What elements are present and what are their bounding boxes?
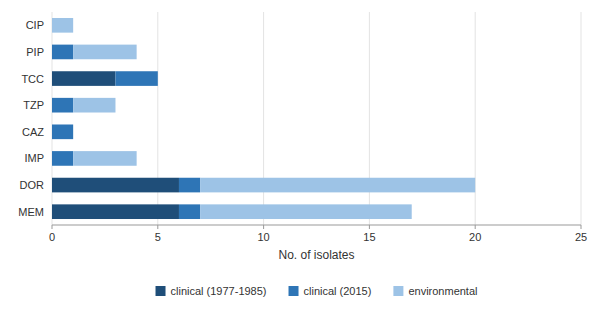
x-tick xyxy=(475,225,476,229)
y-tick-label: MEM xyxy=(18,206,44,218)
chart-svg: 0 5 10 15 20 25 No. of isolates MEM DOR IMP CAZ TZP… xyxy=(0,0,599,311)
grid-line xyxy=(157,12,158,225)
grid-line xyxy=(369,12,370,225)
x-axis: 0 5 10 15 20 25 xyxy=(49,225,587,243)
x-tick-label: 20 xyxy=(469,231,481,243)
x-tick-label: 5 xyxy=(155,231,161,243)
bar-segment xyxy=(52,45,73,60)
legend-label: clinical (2015) xyxy=(304,285,372,297)
x-tick-label: 25 xyxy=(575,231,587,243)
x-axis-line xyxy=(52,225,581,226)
y-tick-label: CAZ xyxy=(22,126,44,138)
bar-segment xyxy=(52,204,179,219)
y-tick-label: PIP xyxy=(26,46,44,58)
y-tick-label: DOR xyxy=(20,179,45,191)
x-tick xyxy=(369,225,370,229)
bar-segment xyxy=(157,71,158,86)
bar-segment xyxy=(52,178,179,193)
x-tick-label: 15 xyxy=(363,231,375,243)
grid-line xyxy=(475,12,476,225)
bars xyxy=(52,18,475,219)
x-tick-label: 10 xyxy=(257,231,269,243)
grid-line xyxy=(581,12,582,225)
x-tick-label: 0 xyxy=(49,231,55,243)
legend-swatch xyxy=(289,286,299,296)
x-axis-label: No. of isolates xyxy=(278,248,354,262)
y-axis: MEM DOR IMP CAZ TZP TCC PIP CIP xyxy=(18,19,44,217)
bar-segment xyxy=(115,71,157,86)
x-tick xyxy=(581,225,582,229)
bar-segment xyxy=(52,124,73,139)
x-tick xyxy=(263,225,264,229)
bar-segment xyxy=(52,151,73,166)
chart-container: 0 5 10 15 20 25 No. of isolates MEM DOR IMP CAZ TZP… xyxy=(0,0,599,311)
legend: clinical (1977-1985) clinical (2015) envir… xyxy=(156,285,478,297)
legend-swatch xyxy=(393,286,403,296)
y-tick-label: TZP xyxy=(23,99,44,111)
bar-segment xyxy=(73,98,115,113)
legend-item: environmental xyxy=(393,285,477,297)
bar-segment xyxy=(200,204,412,219)
bar-segment xyxy=(179,178,200,193)
bar-segment xyxy=(200,178,475,193)
bar-segment xyxy=(52,18,73,33)
legend-label: clinical (1977-1985) xyxy=(171,285,267,297)
y-tick-label: TCC xyxy=(21,73,44,85)
legend-item: clinical (2015) xyxy=(289,285,372,297)
legend-label: environmental xyxy=(408,285,477,297)
series xyxy=(52,18,475,219)
grid-line xyxy=(52,12,53,225)
grid xyxy=(52,12,581,225)
bar-segment xyxy=(179,204,200,219)
bar-segment xyxy=(73,151,136,166)
legend-swatch xyxy=(156,286,166,296)
series xyxy=(52,71,179,219)
y-tick-label: IMP xyxy=(24,152,44,164)
x-tick xyxy=(157,225,158,229)
bar-segment xyxy=(52,71,115,86)
legend-item: clinical (1977-1985) xyxy=(156,285,267,297)
grid-line xyxy=(263,12,264,225)
bar-segment xyxy=(73,124,74,139)
series xyxy=(52,45,200,219)
y-tick-label: CIP xyxy=(26,19,44,31)
bar-segment xyxy=(73,45,136,60)
x-tick xyxy=(52,225,53,229)
bar-segment xyxy=(52,98,73,113)
page: {"chart_data": {"type": "bar", "orientat… xyxy=(0,0,599,311)
